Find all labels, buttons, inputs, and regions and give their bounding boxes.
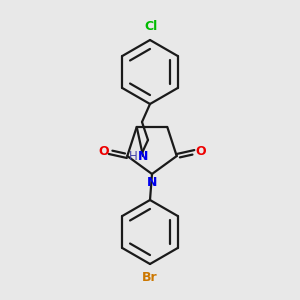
Text: O: O: [98, 145, 109, 158]
Text: N: N: [147, 176, 157, 188]
Text: N: N: [138, 149, 148, 163]
Text: Cl: Cl: [144, 20, 158, 33]
Text: O: O: [195, 145, 206, 158]
Text: Br: Br: [142, 271, 158, 284]
Text: H: H: [129, 149, 137, 163]
